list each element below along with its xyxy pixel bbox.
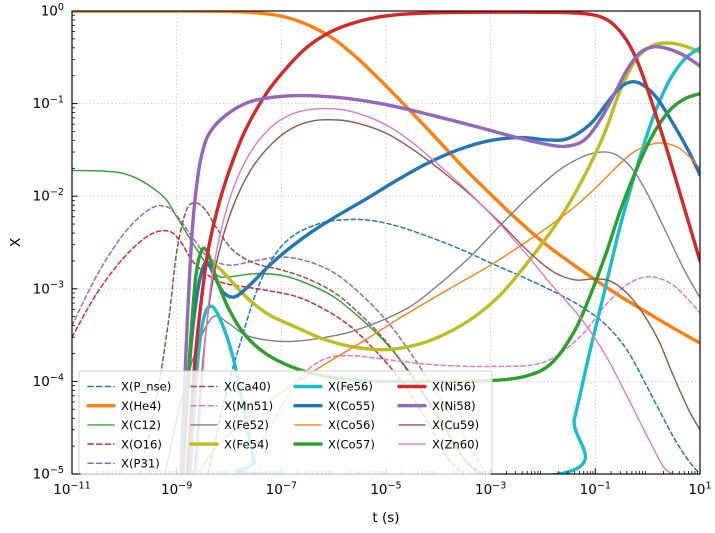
tick-label: 10−11 (53, 480, 90, 498)
legend-label: X(P_nse) (121, 380, 171, 394)
curve-ni58 (179, 44, 700, 474)
legend-entry-co56[interactable]: X(Co56) (294, 418, 375, 432)
tick-label: 100 (41, 2, 64, 20)
curve-cu59 (193, 119, 700, 474)
legend[interactable]: X(P_nse) X(He4) X(C12) X(O16) X(P31) X(Ca40) X… (78, 370, 493, 475)
legend-label: X(He4) (121, 399, 161, 413)
legend-label: X(Ni58) (432, 399, 476, 413)
legend-entry-fe54[interactable]: X(Fe54) (189, 437, 269, 451)
tick-label: 10−1 (33, 95, 64, 113)
legend-entry-o16[interactable]: X(O16) (87, 437, 162, 451)
legend-entry-co57[interactable]: X(Co57) (293, 437, 375, 451)
tick-label: 10−9 (161, 480, 192, 498)
tick-label: 10−3 (475, 480, 506, 498)
legend-label: X(Zn60) (432, 437, 479, 451)
y-axis-label: X (8, 238, 24, 247)
curve-he4 (72, 11, 700, 345)
legend-label: X(O16) (121, 437, 162, 451)
legend-label: X(Fe54) (224, 437, 269, 451)
legend-label: X(Ca40) (224, 380, 271, 394)
legend-label: X(Fe52) (224, 418, 269, 432)
tick-label: 10−5 (33, 465, 64, 483)
legend-entry-zn60[interactable]: X(Zn60) (398, 437, 479, 451)
legend-entry-co55[interactable]: X(Co55) (293, 399, 375, 413)
legend-entry-mn51[interactable]: X(Mn51) (190, 399, 273, 413)
legend-box (78, 370, 493, 475)
legend-label: X(Fe56) (328, 380, 373, 394)
legend-label: X(Co56) (328, 418, 375, 432)
legend-label: X(Cu59) (432, 418, 479, 432)
legend-entry-p_nse[interactable]: X(P_nse) (87, 380, 171, 394)
legend-entry-ni56[interactable]: X(Ni56) (397, 380, 476, 394)
legend-entry-ni58[interactable]: X(Ni58) (397, 399, 476, 413)
curve-o16 (72, 229, 465, 474)
legend-label: X(Ni56) (432, 380, 476, 394)
tick-label: 10−7 (266, 480, 297, 498)
curve-ni56 (185, 11, 700, 474)
legend-entry-fe52[interactable]: X(Fe52) (190, 418, 269, 432)
legend-entry-p31[interactable]: X(P31) (87, 457, 160, 471)
tick-label: 10−5 (370, 480, 401, 498)
legend-label: X(Co57) (328, 437, 375, 451)
curve-zn60 (195, 107, 674, 474)
axis-tick-labels: 10−11 10−9 10−7 10−5 10−3 10−1 101 100 10−1 10−2 1… (33, 2, 712, 498)
curve-mn51 (244, 275, 700, 474)
legend-label: X(Co55) (328, 399, 375, 413)
curve-p31 (72, 204, 487, 474)
legend-label: X(C12) (121, 418, 161, 432)
curve-fe56 (188, 46, 700, 474)
x-axis-label: t (s) (372, 510, 399, 526)
legend-entry-ca40[interactable]: X(Ca40) (190, 380, 271, 394)
tick-label: 10−4 (33, 372, 64, 390)
tick-label: 10−3 (33, 280, 64, 298)
legend-entry-c12[interactable]: X(C12) (87, 418, 161, 432)
tick-label: 101 (688, 480, 711, 498)
legend-entry-cu59[interactable]: X(Cu59) (398, 418, 479, 432)
curve-p_nse (207, 218, 700, 474)
legend-entry-fe56[interactable]: X(Fe56) (293, 380, 373, 394)
tick-label: 10−2 (33, 187, 64, 205)
legend-entry-he4[interactable]: X(He4) (86, 399, 161, 413)
curve-fe52 (164, 151, 700, 474)
legend-label: X(P31) (121, 457, 160, 471)
legend-label: X(Mn51) (224, 399, 273, 413)
tick-label: 10−1 (580, 480, 611, 498)
